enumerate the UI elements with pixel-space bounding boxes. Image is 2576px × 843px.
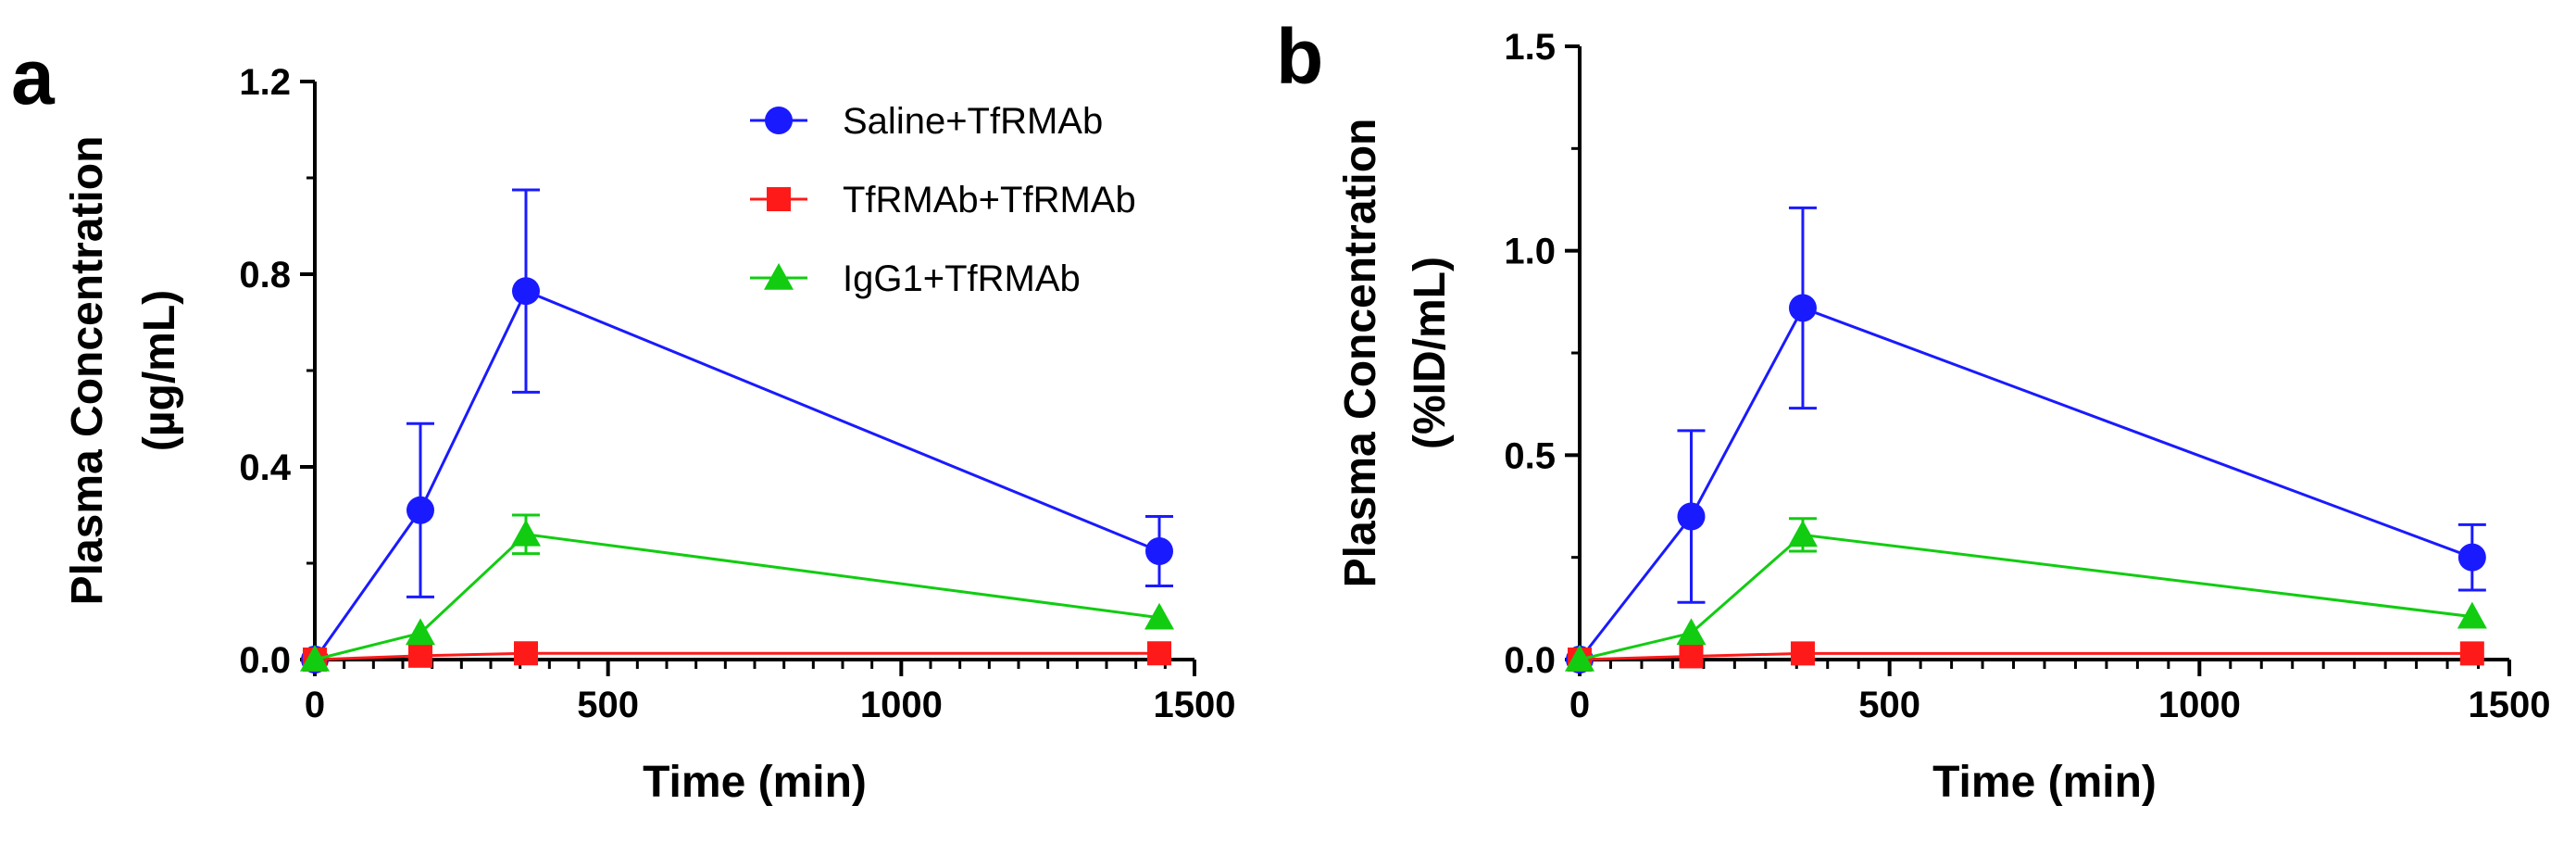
x-tick-label: 1500 — [1154, 685, 1236, 725]
series-line — [313, 289, 1160, 661]
panel-label: a — [11, 33, 56, 120]
legend-label: Saline+TfRMAb — [843, 101, 1103, 142]
x-tick-label: 0 — [1569, 685, 1590, 725]
series-circle — [1566, 206, 2486, 673]
y-tick-label: 0.0 — [1504, 640, 1556, 681]
data-point — [511, 519, 541, 547]
y-tick-label: 0.0 — [239, 640, 291, 681]
chart-panel-a: a 0.0 0.4 0.8 1.2 0 500 1000 1500 Time (min) Plasm… — [11, 33, 1235, 807]
series-line — [1578, 306, 2473, 661]
data-point — [1565, 645, 1594, 672]
y-tick-label: 0.5 — [1504, 435, 1556, 476]
y-axis-unit: (µg/mL) — [135, 290, 184, 451]
y-axis-unit: (%ID/mL) — [1406, 257, 1455, 449]
chart-panel-b: b 0.0 0.5 1.0 1.5 0 500 1000 1500 Time (min) Plasm… — [1276, 13, 2550, 807]
data-point — [406, 496, 434, 524]
series-triangle — [300, 513, 1174, 672]
data-point — [300, 645, 330, 672]
data-point — [1144, 602, 1174, 630]
data-point — [1145, 537, 1173, 565]
x-tick-label: 1000 — [2158, 685, 2241, 725]
legend-marker — [765, 107, 793, 134]
y-tick-label: 1.2 — [239, 62, 291, 103]
data-point — [1790, 641, 1815, 666]
x-tick-label: 0 — [305, 685, 325, 725]
data-point — [1679, 644, 1704, 669]
x-tick-label: 500 — [577, 685, 639, 725]
x-tick-label: 1000 — [860, 685, 943, 725]
data-point — [408, 643, 432, 668]
y-axis-title: Plasma Concentration — [1336, 119, 1385, 588]
data-point — [2459, 641, 2484, 666]
y-axis-title: Plasma Concentration — [63, 136, 112, 606]
series-line — [314, 533, 1160, 661]
data-point — [1788, 294, 1817, 322]
series-line — [1579, 533, 2473, 661]
y-tick-label: 0.8 — [239, 255, 291, 296]
legend-label: IgG1+TfRMAb — [843, 258, 1081, 299]
series-square — [1568, 641, 2484, 672]
data-point — [1147, 641, 1171, 666]
data-point — [2457, 543, 2486, 572]
legend-label: TfRMAb+TfRMAb — [843, 180, 1136, 220]
y-tick-label: 1.5 — [1504, 27, 1556, 68]
data-point — [1677, 502, 1706, 531]
x-axis-title: Time (min) — [1932, 758, 2157, 807]
data-point — [406, 618, 435, 646]
y-tick-label: 0.4 — [239, 447, 291, 488]
x-tick-label: 1500 — [2469, 685, 2551, 725]
y-tick-label: 1.0 — [1504, 232, 1556, 272]
series-triangle — [1565, 517, 2487, 672]
data-point — [1787, 520, 1818, 547]
data-point — [514, 641, 538, 666]
x-axis-title: Time (min) — [643, 758, 867, 807]
legend: Saline+TfRMAb TfRMAb+TfRMAb IgG1+TfRMAb — [750, 101, 1136, 299]
data-point — [2457, 601, 2487, 629]
data-point — [1676, 618, 1707, 646]
data-point — [512, 277, 540, 306]
panel-label: b — [1276, 13, 1323, 100]
series-line — [1579, 651, 2472, 661]
x-tick-label: 500 — [1858, 685, 1920, 725]
legend-marker — [764, 263, 794, 290]
legend-marker — [767, 187, 791, 211]
series-line — [314, 651, 1159, 661]
